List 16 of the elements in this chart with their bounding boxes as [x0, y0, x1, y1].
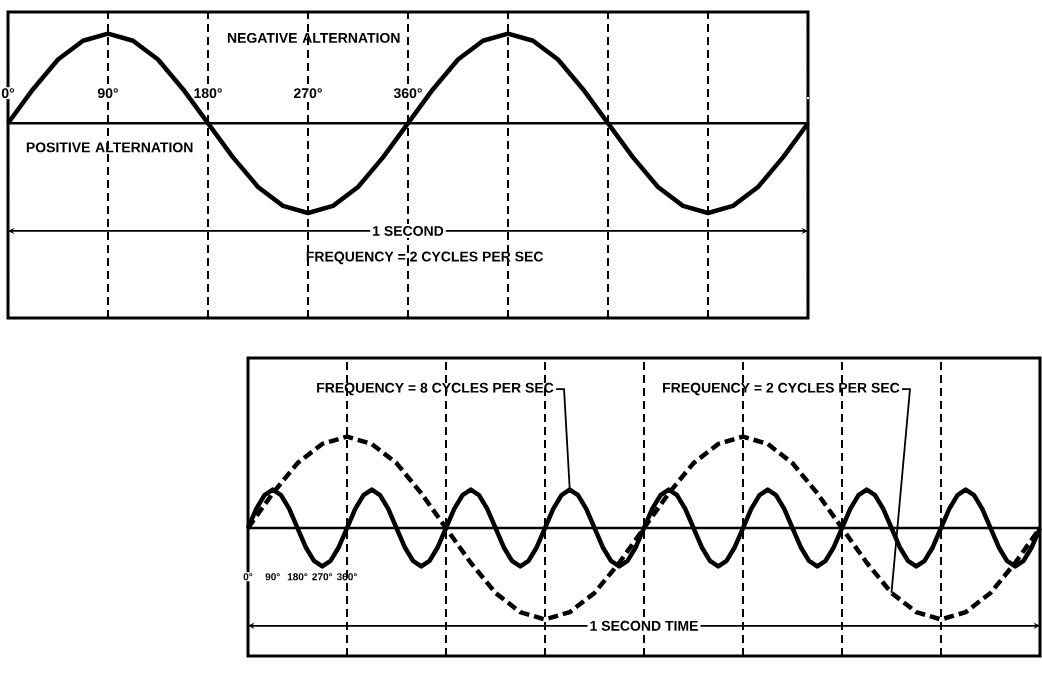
x-tick-label: 360° [393, 88, 422, 99]
text: 1 SECOND TIME [590, 620, 698, 631]
x-tick-label: 90° [265, 573, 280, 581]
annotation: NEGATIVE ALTERNATION [227, 32, 400, 43]
x-tick-label: 360° [336, 573, 357, 581]
x-tick-label: 90° [97, 88, 118, 99]
x-tick-label: 270° [294, 88, 322, 99]
x-tick-label: 270° [312, 573, 333, 581]
x-tick-label: 0° [1, 88, 15, 99]
annotation: FREQUENCY = 8 CYCLES PER SEC [317, 382, 554, 396]
text: 1 SECOND [373, 225, 444, 236]
x-tick-label: 0° [243, 573, 253, 581]
x-tick-label: 180° [287, 573, 308, 581]
x-tick-label: 180° [194, 88, 222, 99]
annotation: FREQUENCY = 2 CYCLES PER SEC [663, 382, 900, 396]
annotation: POSITIVE ALTERNATION [26, 142, 193, 153]
